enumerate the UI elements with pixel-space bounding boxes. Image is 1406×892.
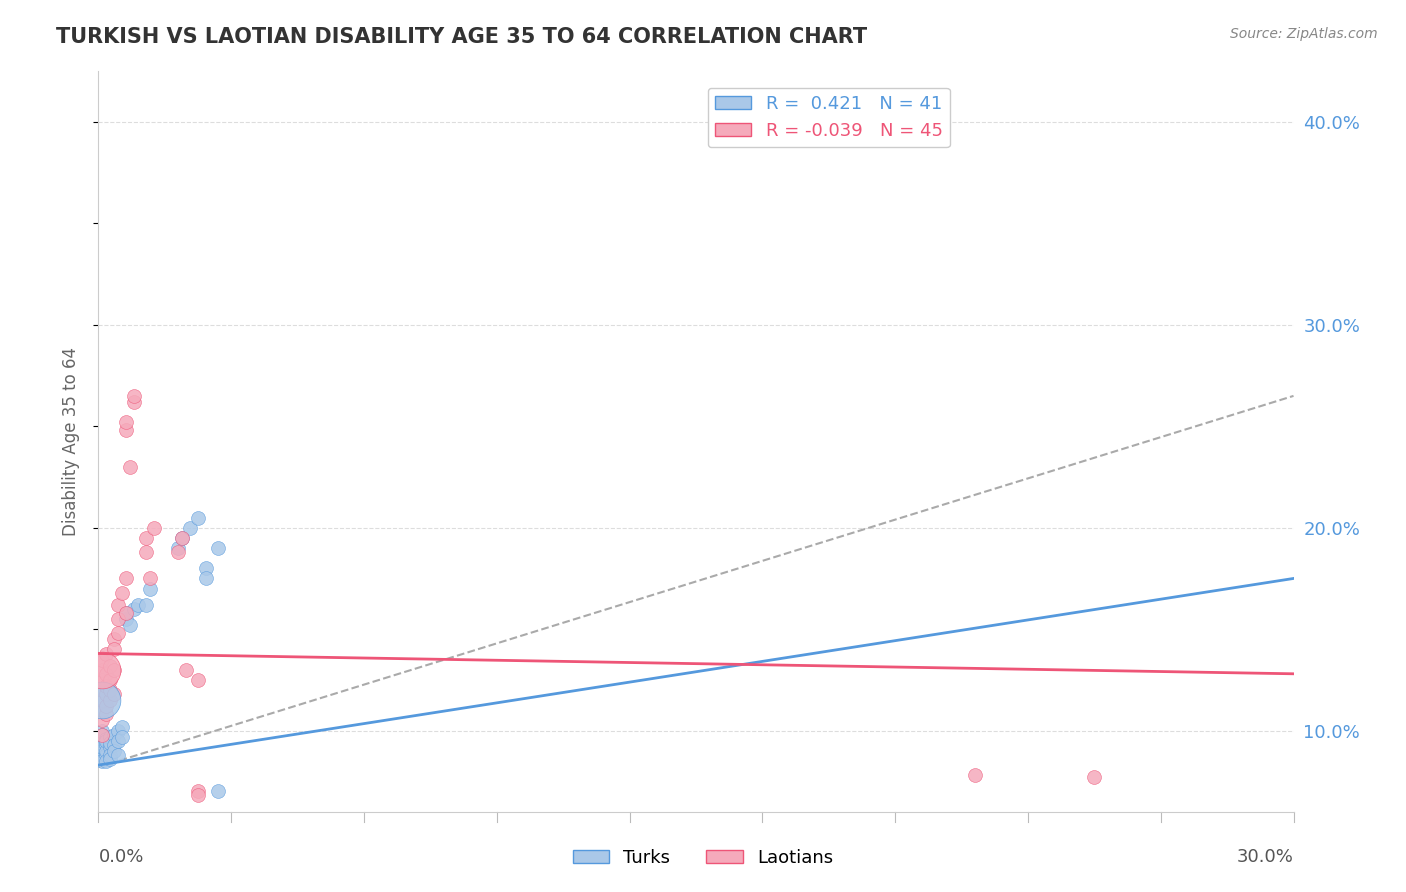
Point <box>120 618 142 632</box>
Point <box>107 747 129 762</box>
Point <box>135 545 157 559</box>
Point <box>96 647 118 661</box>
Point <box>96 687 118 701</box>
Point <box>98 683 122 698</box>
Point <box>115 612 138 626</box>
Point <box>174 663 197 677</box>
Point <box>107 598 129 612</box>
Point <box>91 683 114 698</box>
Point <box>115 606 138 620</box>
Point <box>103 642 125 657</box>
Point <box>96 747 118 762</box>
Point <box>91 728 114 742</box>
Point <box>139 582 162 596</box>
Point <box>127 598 149 612</box>
Point <box>98 747 122 762</box>
Point <box>91 747 114 762</box>
Point <box>96 733 118 747</box>
Point <box>91 739 114 754</box>
Text: TURKISH VS LAOTIAN DISABILITY AGE 35 TO 64 CORRELATION CHART: TURKISH VS LAOTIAN DISABILITY AGE 35 TO … <box>56 27 868 46</box>
Point <box>111 730 134 744</box>
Point <box>103 687 125 701</box>
Point <box>107 733 129 747</box>
Point <box>96 666 118 681</box>
Point <box>111 719 134 733</box>
Y-axis label: Disability Age 35 to 64: Disability Age 35 to 64 <box>62 347 80 536</box>
Point <box>98 736 122 750</box>
Point <box>115 606 138 620</box>
Text: 0.0%: 0.0% <box>98 848 143 866</box>
Point <box>91 714 114 728</box>
Point <box>96 744 118 758</box>
Point <box>124 389 146 403</box>
Point <box>98 673 122 687</box>
Point <box>91 693 114 707</box>
Point <box>96 738 118 752</box>
Point <box>172 531 194 545</box>
Point <box>103 738 125 752</box>
Point <box>96 679 118 693</box>
Point <box>1083 770 1105 784</box>
Point <box>187 784 209 798</box>
Point <box>124 602 146 616</box>
Point <box>98 730 122 744</box>
Point <box>91 652 114 666</box>
Point <box>187 673 209 687</box>
Text: Source: ZipAtlas.com: Source: ZipAtlas.com <box>1230 27 1378 41</box>
Point <box>98 739 122 754</box>
Point <box>135 531 157 545</box>
Legend: Turks, Laotians: Turks, Laotians <box>565 842 841 874</box>
Point <box>187 510 209 524</box>
Point <box>96 731 118 746</box>
Point <box>91 703 114 717</box>
Point <box>111 585 134 599</box>
Point <box>107 723 129 738</box>
Point <box>103 744 125 758</box>
Point <box>207 784 229 798</box>
Point <box>91 723 114 738</box>
Point <box>963 768 986 782</box>
Point <box>91 673 114 687</box>
Point <box>167 541 190 555</box>
Point <box>103 663 125 677</box>
Point <box>91 693 114 707</box>
Point <box>98 658 122 673</box>
Point <box>96 754 118 768</box>
Point <box>115 423 138 437</box>
Text: 30.0%: 30.0% <box>1237 848 1294 866</box>
Point <box>91 663 114 677</box>
Point <box>91 663 114 677</box>
Point <box>107 626 129 640</box>
Point <box>120 459 142 474</box>
Point <box>91 754 114 768</box>
Point <box>103 728 125 742</box>
Point <box>172 531 194 545</box>
Point <box>96 707 118 722</box>
Point <box>135 598 157 612</box>
Point <box>96 699 118 714</box>
Point <box>179 521 201 535</box>
Point <box>187 789 209 803</box>
Point <box>103 632 125 647</box>
Legend: R =  0.421   N = 41, R = -0.039   N = 45: R = 0.421 N = 41, R = -0.039 N = 45 <box>707 87 950 147</box>
Point <box>139 571 162 585</box>
Point <box>115 415 138 429</box>
Point <box>195 561 218 575</box>
Point <box>195 571 218 585</box>
Point <box>107 612 129 626</box>
Point <box>115 571 138 585</box>
Point <box>91 744 114 758</box>
Point <box>98 752 122 766</box>
Point <box>91 728 114 742</box>
Point <box>91 733 114 747</box>
Point <box>124 395 146 409</box>
Point <box>98 693 122 707</box>
Point <box>207 541 229 555</box>
Point <box>167 545 190 559</box>
Point <box>143 521 166 535</box>
